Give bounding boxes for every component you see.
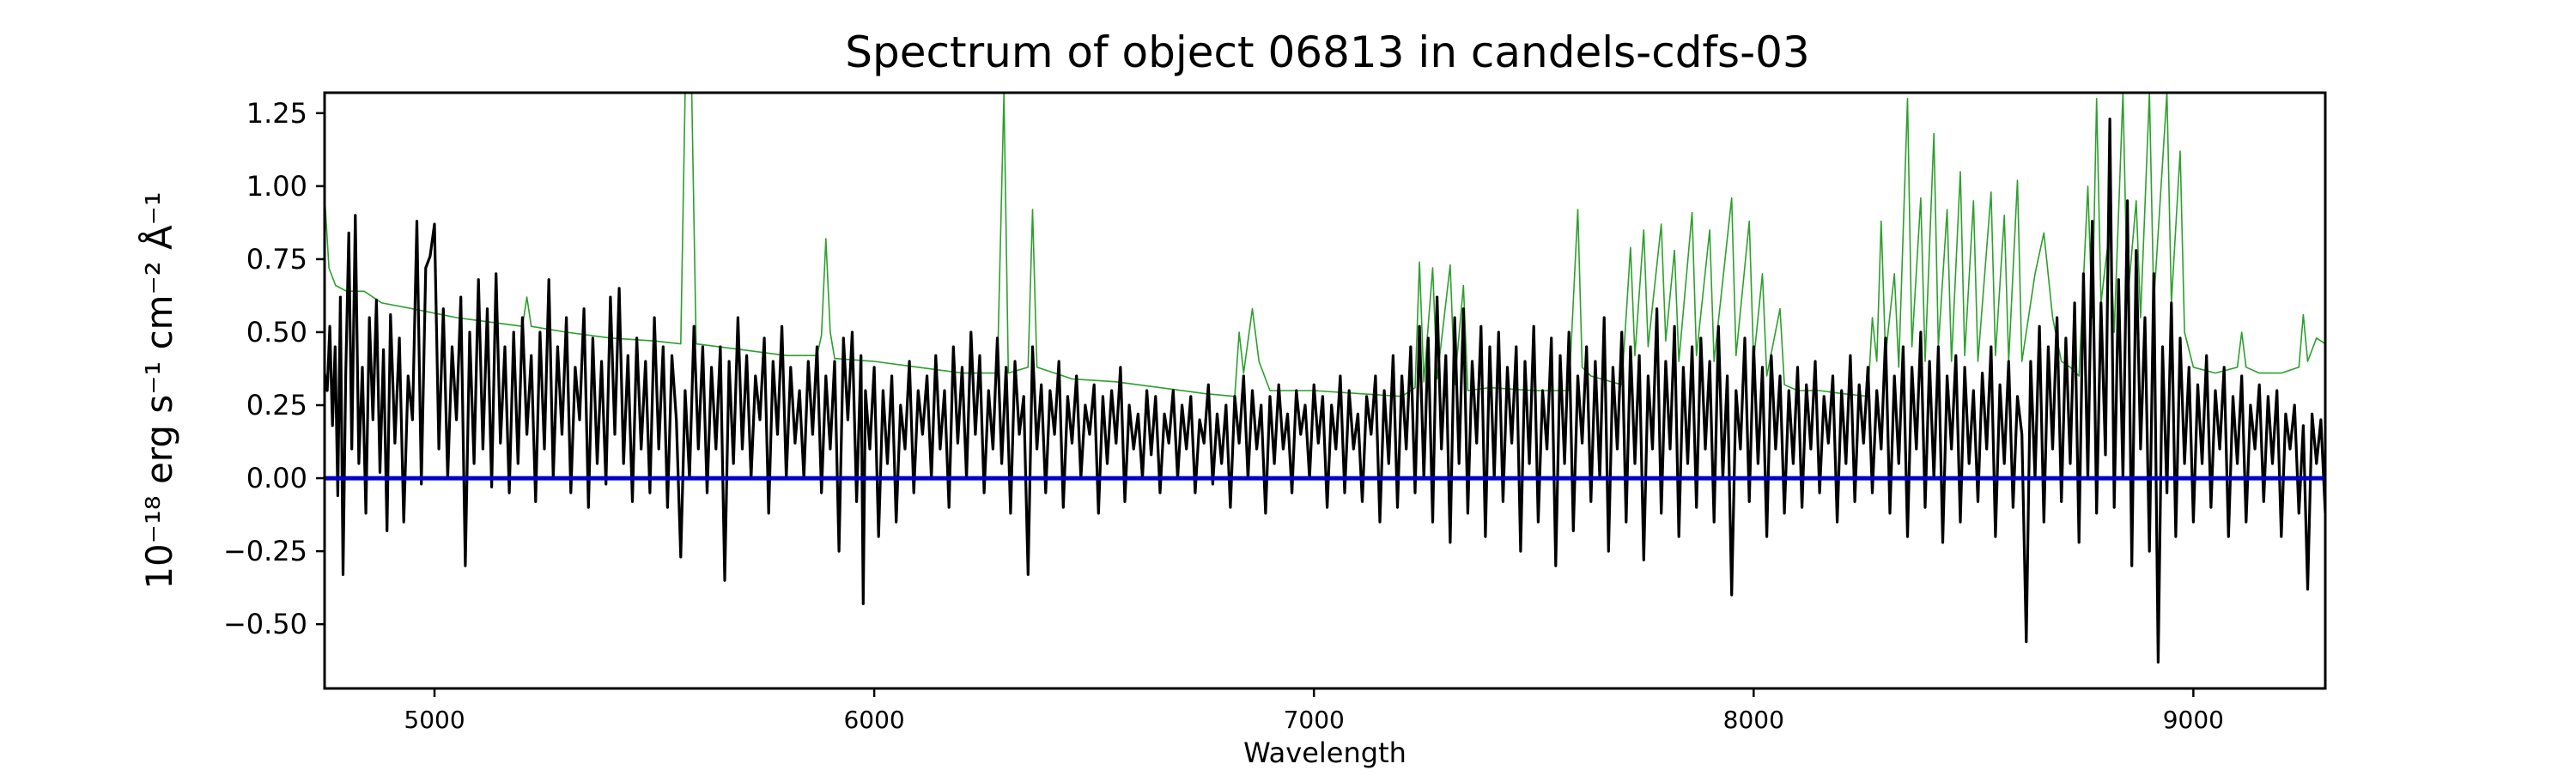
y-tick-label: 0.75 [246,243,307,276]
x-axis-label: Wavelength [1243,737,1406,769]
series-layer [325,93,2325,664]
y-axis: −0.50 −0.25 0.00 0.25 0.50 0.75 1.00 1.25 [223,97,325,640]
y-tick-label: 1.00 [246,170,307,203]
y-tick-label: 0.50 [246,316,307,349]
chart-title: Spectrum of object 06813 in candels-cdfs… [845,27,1810,77]
y-tick-label: −0.25 [223,535,307,567]
plot-frame [323,91,2327,690]
flux-series-line [325,118,2325,664]
noise-series-line [325,93,2325,397]
x-tick-label: 8000 [1723,706,1784,734]
y-axis-label: 10⁻¹⁸ erg s⁻¹ cm⁻² Å⁻¹ [137,191,180,589]
x-tick-label: 7000 [1284,706,1345,734]
x-tick-label: 5000 [404,706,465,734]
y-tick-label: 1.25 [246,97,307,130]
y-tick-label: 0.25 [246,389,307,421]
x-tick-label: 9000 [2163,706,2224,734]
y-tick-label: 0.00 [246,462,307,494]
x-tick-label: 6000 [843,706,904,734]
y-tick-label: −0.50 [223,608,307,640]
x-axis: 5000 6000 7000 8000 9000 [404,688,2224,734]
